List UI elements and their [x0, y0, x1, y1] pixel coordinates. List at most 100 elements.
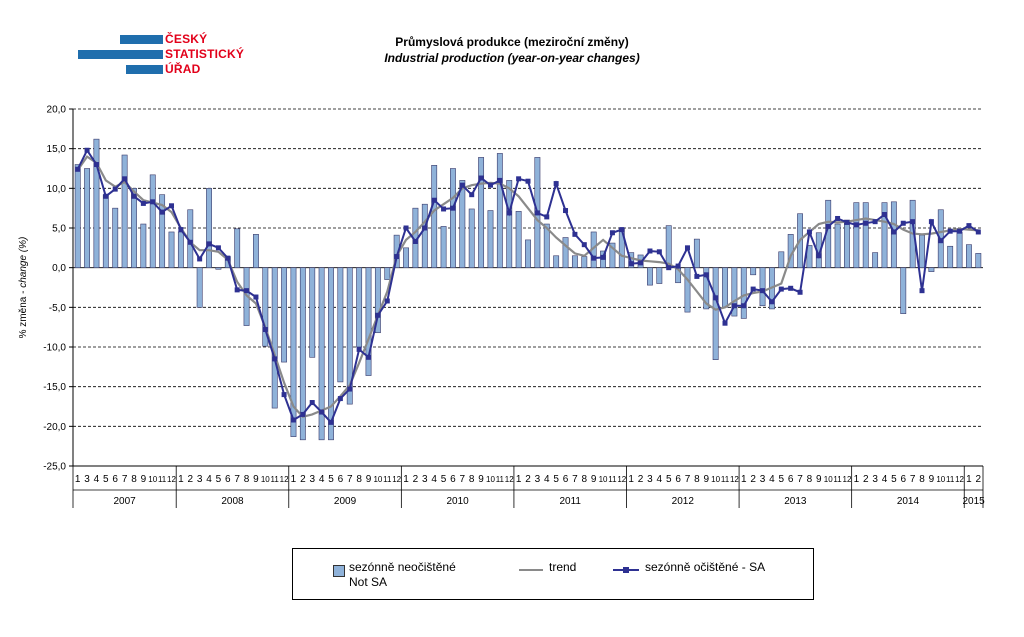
sa-marker — [187, 239, 193, 245]
x-tick-label: 1 — [628, 474, 634, 485]
x-tick-label: 4 — [769, 474, 775, 485]
x-tick-label: 8 — [356, 474, 362, 485]
x-tick-label: 6 — [900, 474, 906, 485]
x-tick-label: 8 — [807, 474, 813, 485]
x-tick-label: 10 — [711, 475, 720, 484]
x-tick-label: 10 — [824, 475, 833, 484]
year-label: 2011 — [559, 496, 581, 507]
bar — [487, 210, 494, 268]
sa-marker — [628, 261, 634, 267]
bar — [84, 168, 90, 268]
sa-marker — [140, 200, 146, 206]
x-tick-label: 5 — [891, 474, 897, 485]
x-tick-label: 1 — [854, 474, 860, 485]
x-tick-label: 11 — [608, 475, 617, 484]
logo-stripe — [78, 50, 163, 59]
sa-marker — [328, 419, 334, 425]
bar — [806, 245, 813, 268]
x-tick-label: 9 — [253, 474, 259, 485]
chart-title: Průmyslová produkce (meziroční změny) — [395, 35, 629, 49]
bar — [890, 201, 897, 268]
x-tick-label: 8 — [582, 474, 588, 485]
bar — [881, 202, 888, 268]
sa-marker — [638, 260, 644, 266]
sa-marker — [722, 320, 728, 326]
bar — [102, 194, 109, 268]
logo-text-line3: ÚŘAD — [165, 62, 201, 76]
legend: sezónně neočištěné Not SA trend sezónně … — [292, 548, 814, 600]
sa-marker — [975, 229, 981, 235]
bar — [262, 267, 269, 347]
y-tick-label: 20,0 — [47, 105, 67, 116]
x-tick-label: 10 — [486, 475, 495, 484]
sa-marker — [525, 178, 531, 184]
bar — [271, 267, 278, 409]
sa-marker — [169, 203, 175, 209]
x-tick-label: 6 — [450, 474, 456, 485]
x-tick-label: 2 — [863, 474, 869, 485]
x-tick-label: 1 — [178, 474, 184, 485]
x-tick-label: 7 — [122, 474, 128, 485]
y-axis-title: % změna - change (%) — [18, 237, 29, 339]
x-tick-label: 3 — [197, 474, 203, 485]
x-tick-label: 1 — [741, 474, 747, 485]
x-tick-label: 10 — [936, 475, 945, 484]
y-tick-label: 10,0 — [47, 184, 67, 195]
x-tick-label: 12 — [280, 475, 289, 484]
bar — [93, 138, 100, 268]
bar — [506, 180, 513, 268]
bar — [440, 226, 447, 268]
sa-marker — [835, 215, 841, 221]
chart-subtitle: Industrial production (year-on-year chan… — [384, 51, 640, 65]
sa-marker — [825, 223, 831, 229]
sa-marker — [206, 241, 212, 247]
sa-marker — [506, 210, 512, 216]
x-tick-label: 2 — [750, 474, 756, 485]
bar — [703, 267, 710, 310]
x-tick-label: 5 — [779, 474, 785, 485]
x-tick-label: 9 — [816, 474, 822, 485]
bar — [496, 153, 503, 268]
sa-marker — [656, 249, 662, 255]
bar — [431, 165, 438, 268]
sa-marker — [469, 192, 475, 198]
sa-marker — [244, 288, 250, 294]
bar — [562, 237, 569, 268]
sa-marker — [797, 289, 803, 295]
sa-marker — [178, 227, 184, 233]
sa-marker — [262, 327, 268, 333]
x-tick-label: 11 — [496, 475, 505, 484]
bar — [140, 223, 147, 268]
x-tick-label: 4 — [319, 474, 325, 485]
sa-marker — [394, 254, 400, 260]
bar — [328, 267, 334, 441]
sa-marker — [234, 287, 240, 293]
bar — [459, 180, 466, 268]
sa-marker — [300, 411, 306, 417]
sa-marker — [225, 255, 231, 261]
sa-marker — [600, 254, 606, 260]
x-tick-label: 4 — [882, 474, 888, 485]
x-tick-label: 1 — [75, 474, 81, 485]
bar — [844, 219, 850, 268]
x-tick-label: 10 — [261, 475, 270, 484]
sa-marker — [103, 193, 109, 199]
year-label: 2013 — [784, 496, 807, 507]
sa-marker — [375, 312, 381, 318]
sa-marker — [881, 212, 887, 218]
sa-marker — [919, 288, 925, 294]
bar — [281, 267, 288, 363]
x-tick-label: 2 — [525, 474, 531, 485]
legend-swatch-not-sa — [333, 565, 345, 577]
bar — [337, 267, 344, 383]
sa-marker — [487, 182, 493, 188]
bar — [318, 267, 325, 441]
sa-marker — [309, 400, 315, 406]
bar — [478, 157, 485, 268]
bar — [74, 164, 81, 268]
x-tick-label: 4 — [206, 474, 212, 485]
sa-marker — [910, 219, 916, 225]
sa-marker — [957, 228, 963, 234]
sa-marker — [75, 166, 81, 172]
x-tick-label: 11 — [271, 475, 280, 484]
